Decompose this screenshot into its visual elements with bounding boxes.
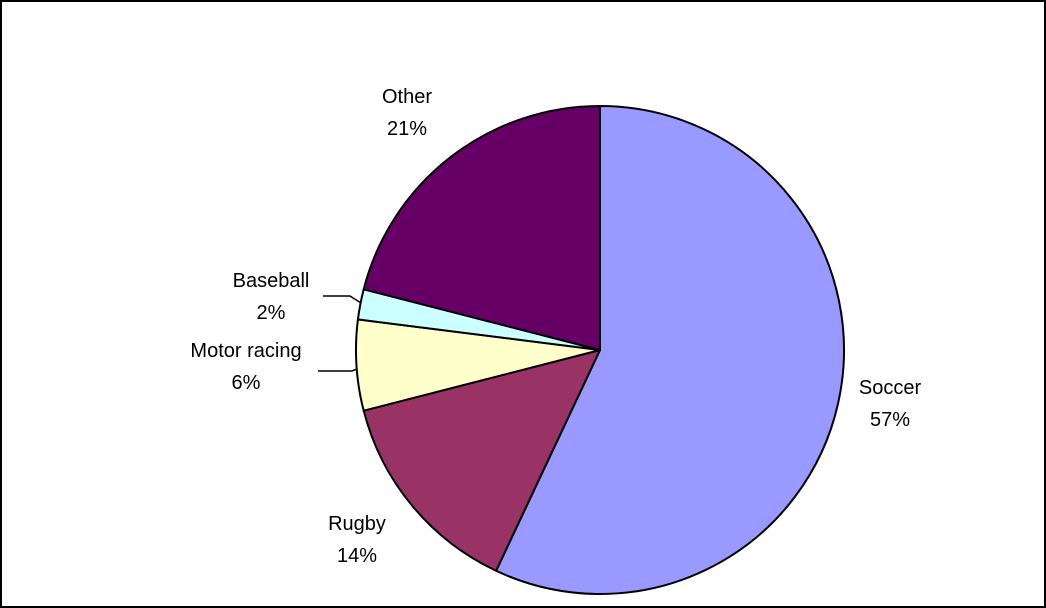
slice-label-baseball: Baseball [233,270,310,292]
leader-line-motor-racing [318,368,358,372]
leader-lines-layer [318,295,362,372]
pie-slice-rugby [362,349,601,572]
slice-label-rugby: Rugby [328,513,386,535]
slice-label-soccer: Soccer [859,377,922,399]
labels-layer: Soccer 57% Rugby 14% Motor racing 6% Baseball 2… [190,86,921,567]
slice-value-motor-racing: 6% [232,372,261,394]
leader-line-baseball [323,295,362,304]
pie-slice-soccer [495,105,845,595]
pie-slice-other [362,105,601,351]
slice-value-baseball: 2% [257,302,286,324]
slice-label-other: Other [382,86,432,108]
slice-value-soccer: 57% [870,409,910,431]
slice-value-rugby: 14% [337,545,377,567]
slice-value-other: 21% [387,118,427,140]
slice-label-motor-racing: Motor racing [190,340,301,362]
slices-layer [355,105,845,595]
